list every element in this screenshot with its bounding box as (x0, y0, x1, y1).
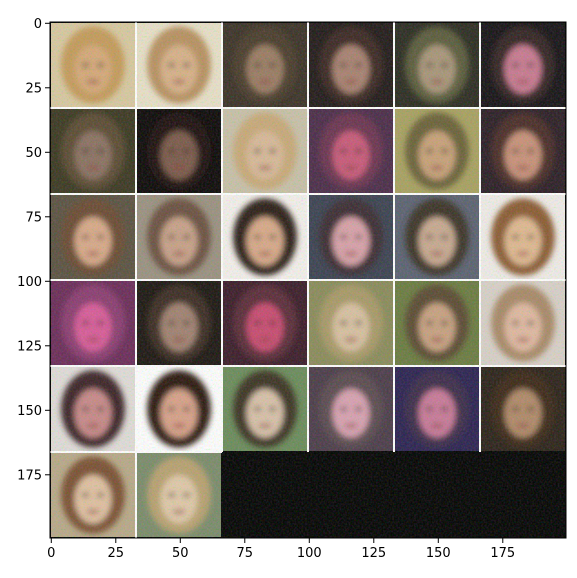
y-tick-label: 175 (17, 468, 42, 483)
y-tick-label: 50 (25, 146, 42, 161)
image-plot-area (50, 22, 566, 538)
x-tick-label: 75 (237, 546, 254, 561)
y-tick-label: 150 (17, 404, 42, 419)
x-tick-label: 150 (426, 546, 451, 561)
x-tick-label: 50 (172, 546, 189, 561)
x-tick-label: 25 (108, 546, 125, 561)
axes-frame (49, 21, 567, 539)
x-tick-label: 100 (297, 546, 322, 561)
noise-overlay (50, 22, 566, 538)
x-tick-label: 175 (490, 546, 515, 561)
x-tick-label: 125 (361, 546, 386, 561)
y-tick-label: 75 (25, 210, 42, 225)
x-tick-label: 0 (47, 546, 55, 561)
y-tick-label: 25 (25, 81, 42, 96)
y-tick-label: 0 (34, 17, 42, 32)
y-tick-label: 100 (17, 275, 42, 290)
x-axis: 0 25 50 75 100 125 150 175 (47, 538, 515, 561)
y-axis: 0 25 50 75 100 125 150 175 (17, 17, 50, 483)
y-tick-label: 125 (17, 339, 42, 354)
